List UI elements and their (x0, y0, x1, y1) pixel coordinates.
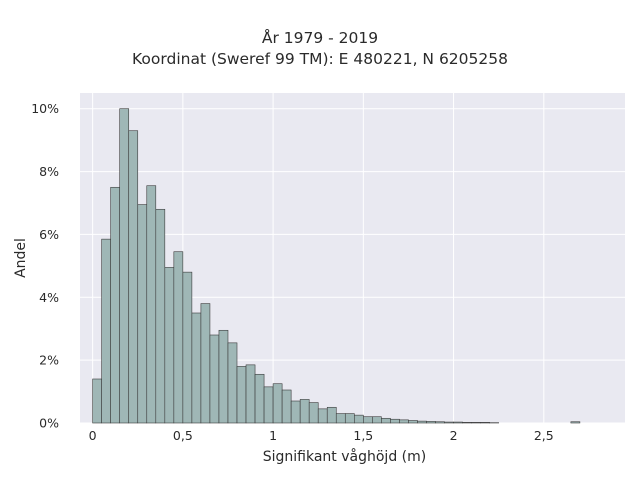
histogram-bar (173, 251, 184, 424)
histogram-bar (471, 422, 481, 424)
x-axis-label: Signifikant våghöjd (m) (263, 448, 426, 465)
y-axis-label: Andel (13, 238, 29, 278)
y-tick-label: 2% (39, 353, 59, 368)
histogram-bar (344, 413, 355, 424)
x-tick-label: 2 (450, 428, 458, 443)
y-tick-label: 6% (39, 227, 59, 242)
histogram-bar (128, 130, 139, 424)
x-tick-label: 1,5 (353, 428, 373, 443)
histogram-bar (408, 420, 418, 424)
histogram-bar (335, 413, 346, 424)
histogram-bar (155, 208, 166, 424)
histogram-bar (390, 418, 400, 424)
x-tick-label: 2,5 (534, 428, 554, 443)
x-tick-label: 1 (269, 428, 277, 443)
histogram-bar (209, 334, 220, 424)
histogram-bar (92, 378, 102, 424)
histogram-bar (290, 400, 301, 424)
histogram-bar (119, 108, 130, 424)
histogram-bar (444, 421, 454, 424)
histogram-bar (363, 416, 373, 424)
y-tick-label: 0% (39, 416, 59, 431)
histogram-bar (110, 186, 121, 424)
histogram-bar (146, 185, 157, 424)
histogram-bar (326, 406, 337, 424)
histogram-bar (453, 421, 463, 424)
histogram-bar (480, 422, 490, 424)
histogram-bar (317, 408, 328, 424)
histogram-bar (426, 421, 436, 424)
histogram-bar (137, 204, 148, 424)
histogram-bar (101, 238, 111, 424)
histogram-bar (417, 420, 427, 424)
histogram-bar (308, 402, 319, 424)
histogram-bar (218, 329, 229, 424)
histogram-bar (182, 271, 193, 424)
histogram-bar (399, 419, 409, 424)
histogram-bar (570, 421, 581, 424)
histogram-bar (435, 421, 445, 424)
chart-title-line2: Koordinat (Sweref 99 TM): E 480221, N 62… (132, 50, 508, 68)
histogram-bar (372, 416, 382, 424)
histogram-bar (462, 422, 472, 424)
histogram-bar (263, 386, 274, 424)
histogram-bar (381, 417, 391, 424)
histogram-bar (272, 383, 283, 424)
y-tick-label: 4% (39, 290, 59, 305)
histogram-bar (236, 366, 247, 424)
histogram-bar (299, 399, 310, 424)
histogram-bar (227, 342, 238, 424)
histogram-bar (254, 373, 265, 424)
x-tick-label: 0,5 (173, 428, 193, 443)
histogram-bar (354, 414, 364, 424)
histogram-bar (200, 303, 211, 424)
chart-title-line1: År 1979 - 2019 (261, 29, 379, 47)
y-tick-label: 10% (31, 101, 59, 116)
histogram-bar (281, 389, 292, 424)
x-tick-label: 0 (89, 428, 97, 443)
histogram-bar (164, 267, 175, 424)
histogram-bar (191, 312, 202, 424)
y-tick-label: 8% (39, 164, 59, 179)
histogram-bar (245, 364, 256, 424)
